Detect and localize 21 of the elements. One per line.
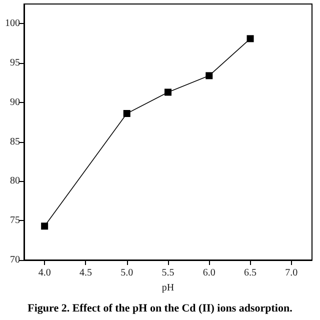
x-tick-label: 5.5 [162, 268, 174, 278]
y-tick-label: 85 [10, 136, 20, 148]
x-tick-label: 4.0 [38, 268, 51, 278]
x-axis-title: pH [162, 282, 174, 294]
point [41, 222, 48, 230]
y-tick-label: 100 [5, 18, 20, 30]
point [123, 110, 130, 117]
y-tick-label: 80 [10, 176, 20, 187]
caption: Figure 2. Effect of the pH on the Cd (II) ions adsorption. [28, 302, 293, 314]
y-tick-label: 95 [10, 58, 20, 69]
x-tick-label: 6.0 [202, 268, 216, 278]
point [164, 88, 172, 96]
x-tick-label: 5.0 [120, 268, 134, 278]
y-tick-label: 70 [10, 254, 20, 266]
point [246, 35, 254, 42]
x-tick-label: 6.5 [244, 268, 257, 278]
y-tick-label: 75 [10, 215, 20, 226]
point [206, 72, 213, 80]
x-tick-label: 7.0 [285, 268, 298, 278]
y-tick-label: 90 [10, 96, 20, 108]
x-tick-label: 4.5 [79, 268, 92, 278]
